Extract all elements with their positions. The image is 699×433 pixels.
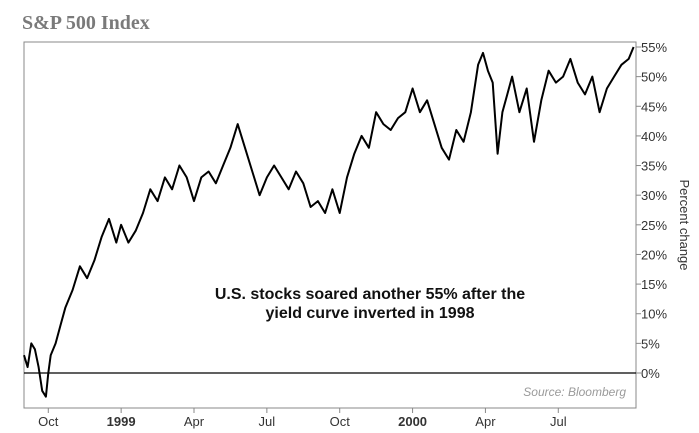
y-tick-label: 50% — [641, 70, 667, 85]
x-tick-label: Oct — [330, 414, 351, 429]
y-tick-label: 55% — [641, 40, 667, 55]
y-tick-label: 5% — [641, 336, 660, 351]
chart-title: S&P 500 Index — [22, 12, 150, 34]
source-note: Source: Bloomberg — [523, 385, 626, 399]
y-tick-label: 35% — [641, 159, 667, 174]
y-tick-label: 10% — [641, 307, 667, 322]
y-tick-label: 15% — [641, 277, 667, 292]
x-tick-label: 2000 — [398, 414, 427, 429]
x-axis: Oct 1999 Apr Jul Oct 2000 Apr Jul — [38, 408, 567, 429]
y-tick-label: 40% — [641, 129, 667, 144]
plot-frame — [23, 41, 637, 409]
x-tick-label: Jul — [259, 414, 276, 429]
y-axis: 55% 50% 45% 40% 35% 30% 25% 20% 15% 10% 5% 0% — [636, 40, 667, 381]
annotation-line-1: U.S. stocks soared another 55% after the — [215, 286, 525, 303]
x-tick-label: Oct — [38, 414, 59, 429]
x-tick-label: Apr — [184, 414, 205, 429]
x-tick-label: Jul — [550, 414, 567, 429]
series-line-sp500 — [23, 46, 635, 398]
y-tick-label: 30% — [641, 188, 667, 203]
y-tick-label: 0% — [641, 366, 660, 381]
x-tick-label: 1999 — [107, 414, 136, 429]
y-tick-label: 20% — [641, 247, 667, 262]
y-axis-label: Percent change — [677, 179, 692, 270]
x-tick-label: Apr — [475, 414, 496, 429]
y-tick-label: 45% — [641, 99, 667, 114]
y-tick-label: 25% — [641, 218, 667, 233]
annotation-line-2: yield curve inverted in 1998 — [266, 305, 475, 322]
